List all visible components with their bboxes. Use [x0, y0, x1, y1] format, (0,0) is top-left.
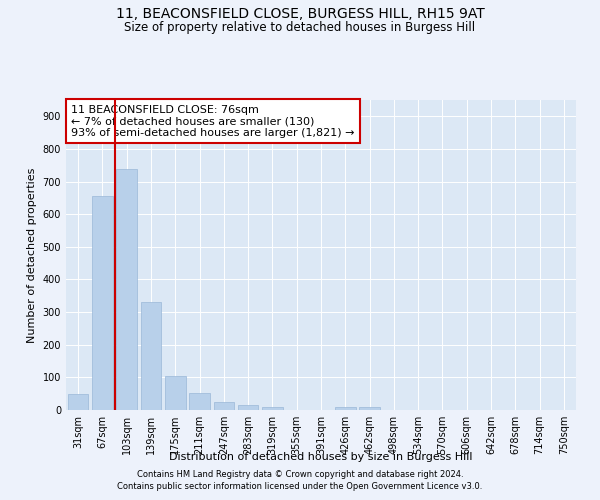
Text: Contains HM Land Registry data © Crown copyright and database right 2024.: Contains HM Land Registry data © Crown c…	[137, 470, 463, 479]
Bar	[238, 405, 259, 410]
Text: 11 BEACONSFIELD CLOSE: 76sqm
← 7% of detached houses are smaller (130)
93% of se: 11 BEACONSFIELD CLOSE: 76sqm ← 7% of det…	[71, 104, 355, 138]
Bar	[335, 406, 356, 410]
Bar	[359, 406, 380, 410]
Bar	[92, 196, 113, 410]
Bar	[262, 406, 283, 410]
Bar	[68, 394, 88, 410]
Text: 11, BEACONSFIELD CLOSE, BURGESS HILL, RH15 9AT: 11, BEACONSFIELD CLOSE, BURGESS HILL, RH…	[116, 8, 484, 22]
Text: Contains public sector information licensed under the Open Government Licence v3: Contains public sector information licen…	[118, 482, 482, 491]
Text: Size of property relative to detached houses in Burgess Hill: Size of property relative to detached ho…	[124, 21, 476, 34]
Bar	[140, 302, 161, 410]
Y-axis label: Number of detached properties: Number of detached properties	[27, 168, 37, 342]
Bar	[165, 376, 185, 410]
Bar	[116, 168, 137, 410]
Bar	[214, 402, 234, 410]
Text: Distribution of detached houses by size in Burgess Hill: Distribution of detached houses by size …	[169, 452, 473, 462]
Bar	[189, 393, 210, 410]
